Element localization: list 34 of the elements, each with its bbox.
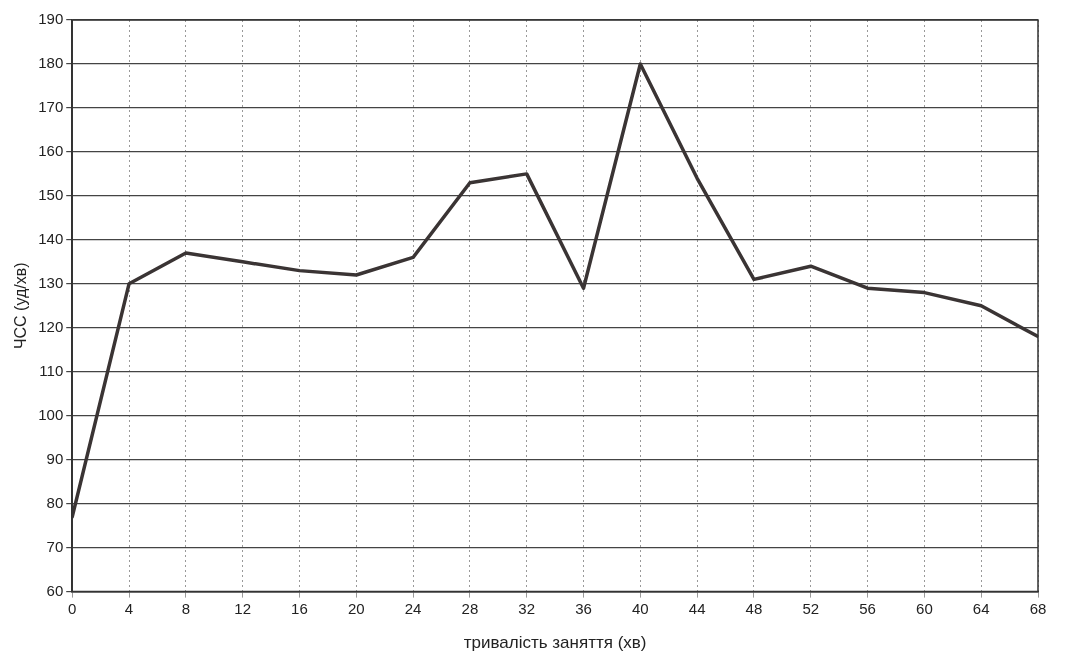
x-tick-label: 52 — [802, 599, 820, 617]
y-tick-label: 140 — [38, 229, 64, 247]
y-tick-label: 190 — [38, 10, 64, 28]
y-axis-title: ЧСС (уд/хв) — [12, 262, 30, 350]
y-tick-label: 60 — [46, 581, 64, 599]
x-tick-label: 32 — [518, 599, 536, 617]
x-tick-label: 44 — [688, 599, 706, 617]
x-tick-label: 28 — [461, 599, 479, 617]
x-tick-label: 60 — [916, 599, 933, 617]
y-tick-label: 110 — [39, 361, 64, 379]
x-tick-label: 24 — [404, 599, 422, 617]
y-tick-label: 180 — [38, 54, 64, 72]
y-tick-label: 160 — [38, 142, 64, 160]
x-tick-label: 48 — [745, 599, 763, 617]
y-tick-label: 130 — [38, 273, 64, 291]
x-tick-label: 36 — [575, 599, 592, 617]
x-tick-label: 8 — [181, 599, 191, 617]
x-tick-label: 68 — [1029, 599, 1047, 617]
x-tick-label: 16 — [291, 599, 308, 617]
y-tick-label: 100 — [38, 405, 64, 423]
y-tick-label: 90 — [46, 449, 64, 467]
x-tick-label: 40 — [631, 599, 649, 617]
y-tick-label: 120 — [38, 317, 64, 335]
x-tick-label: 56 — [859, 599, 876, 617]
x-tick-label: 20 — [347, 599, 365, 617]
x-tick-label: 4 — [124, 599, 134, 617]
x-tick-label: 0 — [68, 599, 77, 617]
x-tick-label: 64 — [972, 599, 990, 617]
y-tick-label: 70 — [46, 537, 64, 555]
y-tick-label: 170 — [38, 98, 64, 116]
y-tick-label: 80 — [46, 493, 64, 511]
x-tick-label: 12 — [234, 599, 251, 617]
x-axis-title: тривалість заняття (хв) — [463, 633, 647, 653]
y-tick-label: 150 — [38, 186, 64, 204]
